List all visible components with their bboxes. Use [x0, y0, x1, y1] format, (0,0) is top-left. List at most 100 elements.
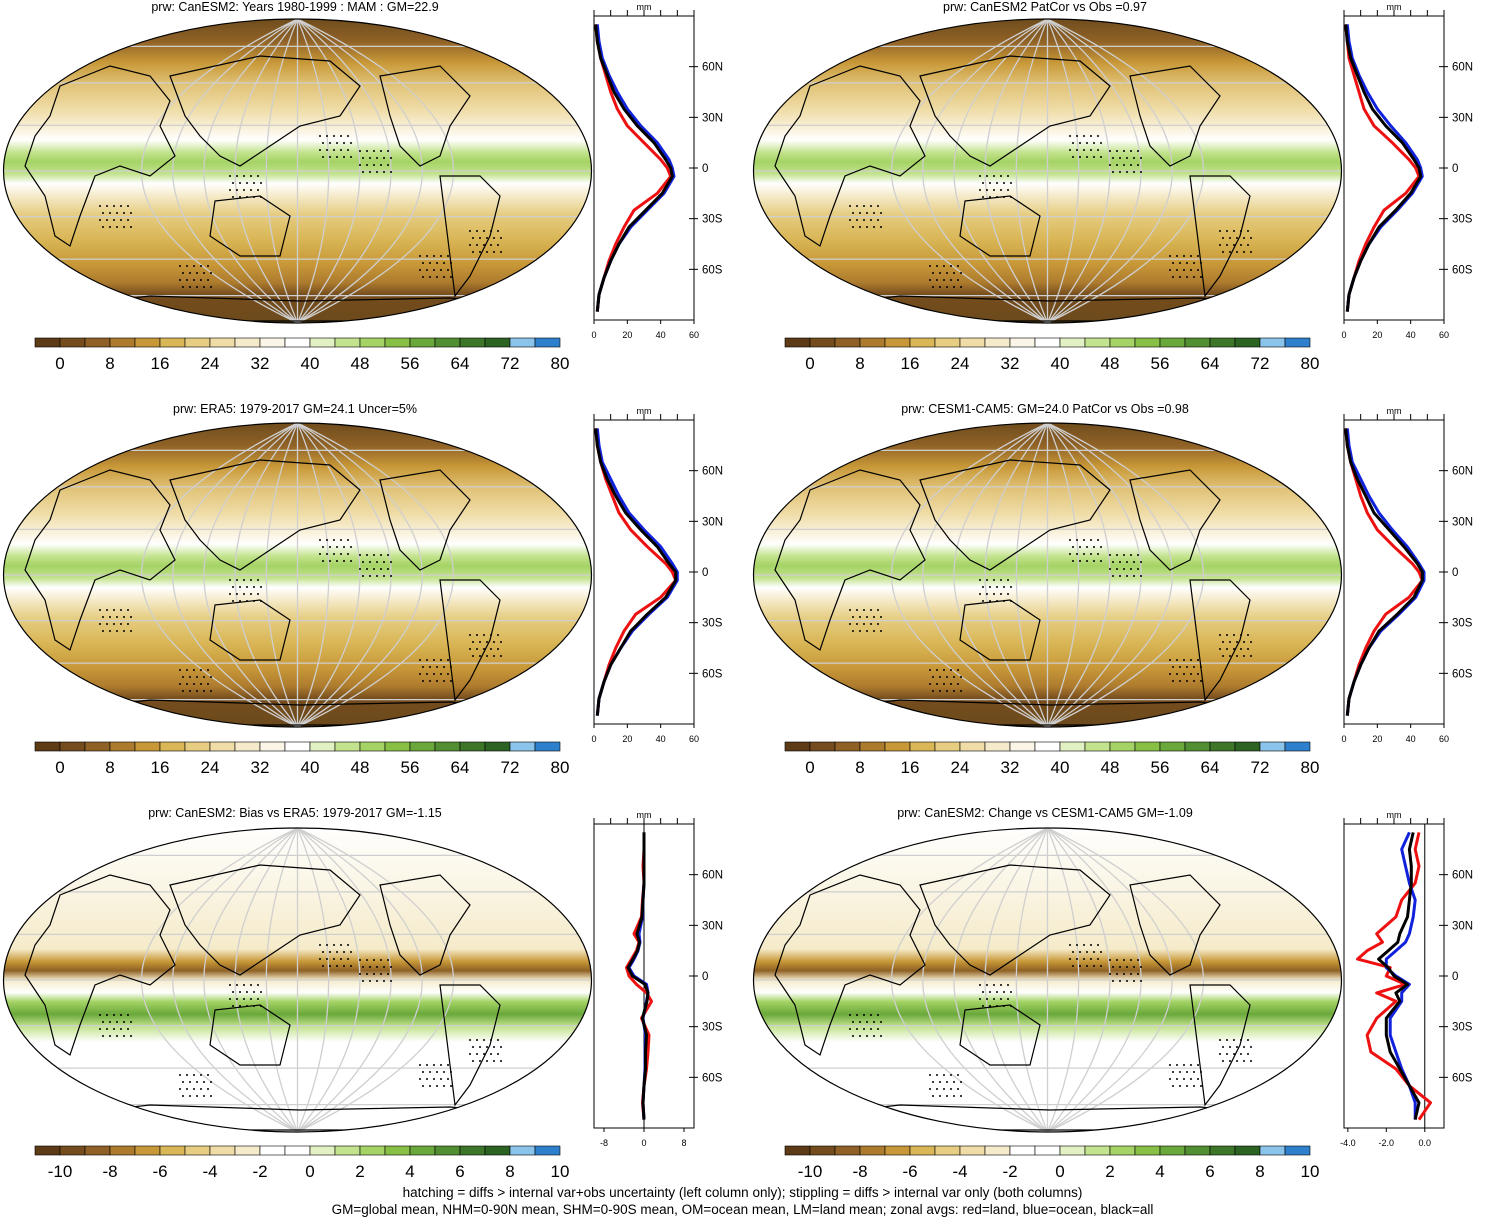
colorbar-label: 2: [1105, 1162, 1114, 1181]
colorbar-swatch: [959, 1145, 986, 1156]
panel-6-title: prw: CanESM2: Change vs CESM1-CAM5 GM=-1…: [897, 806, 1193, 820]
colorbar-swatch: [234, 1145, 261, 1156]
colorbar-swatch: [1084, 337, 1111, 348]
zonal-xtick-label: 40: [656, 330, 666, 340]
panel-4-zonal-plot: mm 60N 30N 0 30S 60S 0 20 40 60: [1341, 406, 1473, 744]
colorbar-swatch: [34, 741, 61, 752]
colorbar-swatch: [1159, 1145, 1186, 1156]
colorbar-swatch: [1034, 741, 1061, 752]
colorbar-swatch: [384, 1145, 411, 1156]
zonal-ytick-label: 30S: [1452, 618, 1473, 630]
colorbar-label: -10: [48, 1162, 73, 1181]
zonal-ytick-label: 30S: [702, 1022, 723, 1034]
colorbar-label: 4: [1155, 1162, 1164, 1181]
colorbar-swatch: [934, 741, 961, 752]
zonal-xtick-label: -8: [600, 1138, 608, 1148]
zonal-xtick-label: 20: [1372, 330, 1382, 340]
zonal-ytick-label: 60N: [1452, 466, 1473, 478]
colorbar-swatch: [1284, 741, 1311, 752]
zonal-xtick-label: 40: [1406, 330, 1416, 340]
zonal-series-zonal_all: [1377, 832, 1421, 1120]
zonal-xtick-label: 0: [1341, 330, 1346, 340]
zonal-ytick-label: 30N: [1452, 112, 1473, 124]
colorbar-swatch: [1159, 337, 1186, 348]
colorbar-swatch: [434, 741, 461, 752]
colorbar-swatch: [1159, 741, 1186, 752]
colorbar-swatch: [834, 337, 861, 348]
colorbar-label: 0: [55, 354, 64, 373]
colorbar-swatch: [434, 1145, 461, 1156]
colorbar-swatch: [884, 741, 911, 752]
zonal-ytick-label: 0: [1452, 971, 1458, 983]
zonal-ytick-label: 60S: [702, 1072, 723, 1084]
colorbar-label: 72: [501, 354, 520, 373]
colorbar-swatch: [1034, 337, 1061, 348]
colorbar-label: -6: [902, 1162, 917, 1181]
colorbar-swatch: [1209, 1145, 1236, 1156]
colorbar-label: 8: [1255, 1162, 1264, 1181]
colorbar-swatch: [209, 741, 236, 752]
colorbar-swatch: [309, 741, 336, 752]
colorbar-swatch: [184, 1145, 211, 1156]
zonal-ytick-label: 60N: [1452, 62, 1473, 74]
colorbar-label: 8: [105, 758, 114, 777]
colorbar-swatch: [784, 337, 811, 348]
colorbar-label: 40: [1051, 758, 1070, 777]
zonal-xtick-label: 8: [681, 1138, 686, 1148]
zonal-xtick-label: 60: [1439, 330, 1449, 340]
colorbar-label: 56: [1151, 354, 1170, 373]
colorbar-label: -4: [202, 1162, 217, 1181]
colorbar-label: 64: [451, 354, 470, 373]
colorbar-label: 16: [901, 758, 920, 777]
colorbar-swatch: [1059, 1145, 1086, 1156]
colorbar-swatch: [59, 337, 86, 348]
colorbar-label: 24: [951, 354, 970, 373]
zonal-ytick-label: 60S: [1452, 1072, 1473, 1084]
zonal-xtick-label: 60: [689, 734, 699, 744]
colorbar-swatch: [859, 1145, 886, 1156]
colorbar-swatch: [534, 337, 561, 348]
colorbar-swatch: [1134, 741, 1161, 752]
colorbar-swatch: [1234, 1145, 1261, 1156]
colorbar-label: 40: [301, 758, 320, 777]
zonal-ytick-label: 30N: [702, 516, 723, 528]
colorbar-label: 64: [1201, 758, 1220, 777]
zonal-unit-label: mm: [1387, 406, 1402, 416]
colorbar-swatch: [284, 337, 311, 348]
colorbar-label: 0: [1055, 1162, 1064, 1181]
colorbar-swatch: [809, 741, 836, 752]
colorbar-swatch: [834, 1145, 861, 1156]
colorbar-label: 8: [855, 758, 864, 777]
colorbar-label: 16: [901, 354, 920, 373]
colorbar-label: -8: [852, 1162, 867, 1181]
colorbar-swatch: [984, 337, 1011, 348]
colorbar-swatch: [1184, 741, 1211, 752]
zonal-unit-label: mm: [637, 810, 652, 820]
panel-5-title: prw: CanESM2: Bias vs ERA5: 1979-2017 GM…: [148, 806, 442, 820]
colorbar-swatch: [59, 1145, 86, 1156]
colorbar-swatch: [534, 1145, 561, 1156]
colorbar-label: 8: [505, 1162, 514, 1181]
colorbar-swatch: [1034, 1145, 1061, 1156]
colorbar-label: 40: [1051, 354, 1070, 373]
colorbar-swatch: [284, 1145, 311, 1156]
panel-6-zonal-plot: mm 60N 30N 0 30S 60S -4.0 -2.0 0.0: [1340, 810, 1473, 1148]
colorbar-label: 24: [951, 758, 970, 777]
zonal-xtick-label: 20: [622, 734, 632, 744]
footnote-legend: GM=global mean, NHM=0-90N mean, SHM=0-90…: [331, 1202, 1154, 1217]
zonal-ytick-label: 60N: [702, 466, 723, 478]
colorbar-swatch: [1259, 741, 1286, 752]
panel-3-map: [2, 422, 593, 728]
colorbar-swatch: [1134, 337, 1161, 348]
colorbar-swatch: [84, 741, 111, 752]
colorbar-swatch: [534, 741, 561, 752]
zonal-ytick-label: 60N: [702, 870, 723, 882]
zonal-ytick-label: 0: [702, 567, 708, 579]
zonal-series-zonal_all: [626, 832, 650, 1120]
panel-1-colorbar: 0 8 16 24 32 40 48 56 64 72 80: [34, 337, 569, 373]
zonal-xtick-label: 40: [1406, 734, 1416, 744]
colorbar-label: 80: [1301, 354, 1320, 373]
colorbar-swatch: [834, 741, 861, 752]
colorbar-label: 64: [1201, 354, 1220, 373]
colorbar-swatch: [809, 1145, 836, 1156]
